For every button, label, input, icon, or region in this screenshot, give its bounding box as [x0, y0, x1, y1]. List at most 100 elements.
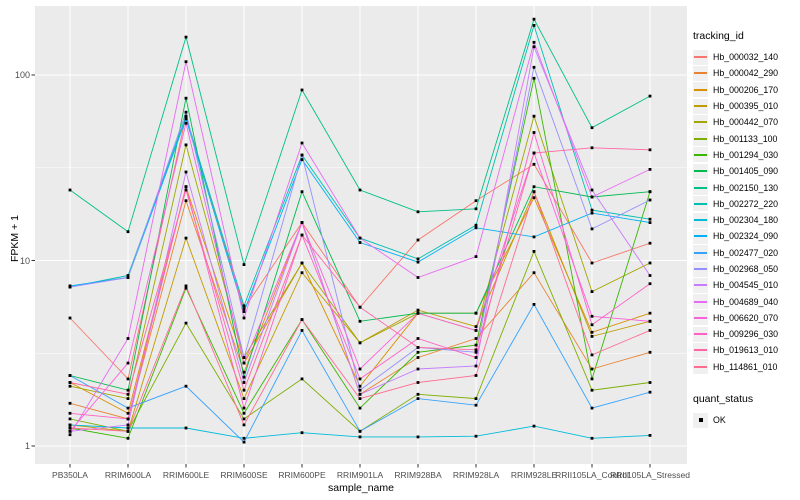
- data-point: [590, 377, 594, 381]
- data-point: [648, 350, 652, 354]
- legend-key-swatch: [693, 412, 708, 428]
- data-point: [474, 325, 478, 328]
- data-point: [474, 356, 478, 359]
- legend-item-Hb_004689_040: Hb_004689_040: [693, 293, 799, 310]
- data-point: [126, 426, 130, 430]
- data-point: [648, 390, 652, 394]
- x-axis-title: sample_name: [328, 482, 394, 494]
- legend-key-line: [694, 300, 707, 303]
- data-point: [184, 199, 188, 203]
- x-tick-label-RRIM928BA: RRIM928BA: [394, 470, 442, 480]
- legend-item-Hb_001133_100: Hb_001133_100: [693, 130, 799, 147]
- data-point: [126, 361, 130, 365]
- data-point: [648, 168, 652, 171]
- y-tick-label: 10: [19, 255, 30, 266]
- data-point: [648, 274, 652, 277]
- data-point: [300, 377, 304, 381]
- data-point: [532, 24, 536, 27]
- data-point: [358, 392, 362, 396]
- legend-item-Hb_000206_170: Hb_000206_170: [693, 82, 799, 98]
- data-point: [68, 411, 72, 415]
- data-point: [358, 305, 362, 309]
- data-point: [242, 436, 246, 440]
- data-point: [126, 337, 130, 340]
- legend-item-Hb_006620_070: Hb_006620_070: [693, 310, 799, 326]
- data-point: [68, 316, 72, 320]
- legend-quant-list: OK: [693, 412, 799, 428]
- data-point: [68, 374, 72, 377]
- data-point: [184, 96, 188, 100]
- legend-title-quant-status: quant_status: [693, 392, 754, 405]
- y-tick-label: 1: [24, 441, 30, 451]
- legend-key-swatch: [693, 245, 708, 261]
- legend-item-label: Hb_000395_010: [713, 101, 779, 112]
- data-point: [126, 406, 130, 410]
- legend-item-label: Hb_002272_220: [713, 198, 779, 209]
- data-point: [416, 356, 420, 359]
- data-point: [532, 131, 536, 134]
- y-axis-title: FPKM + 1: [9, 215, 21, 262]
- data-point: [68, 423, 72, 427]
- legend-key-line: [694, 170, 707, 173]
- data-point: [126, 411, 130, 415]
- data-point: [126, 436, 130, 440]
- data-point: [184, 286, 188, 290]
- legend-key-swatch: [693, 277, 708, 293]
- legend-item-label: Hb_002150_130: [713, 182, 779, 193]
- data-point: [648, 319, 652, 323]
- legend-item-Hb_002304_180: Hb_002304_180: [693, 212, 799, 228]
- data-point: [300, 88, 304, 92]
- legend-item-label: Hb_000042_290: [713, 68, 779, 79]
- data-point: [242, 406, 246, 410]
- data-point: [416, 392, 420, 396]
- legend-item-Hb_000042_290: Hb_000042_290: [693, 65, 799, 81]
- data-point: [590, 406, 594, 410]
- data-point: [648, 221, 652, 224]
- legend-key-line: [694, 316, 707, 319]
- data-point: [474, 337, 478, 340]
- data-point: [242, 411, 246, 415]
- data-point: [242, 307, 246, 311]
- legend-item-Hb_002324_090: Hb_002324_090: [693, 228, 799, 244]
- data-point: [184, 426, 188, 430]
- data-point: [242, 440, 246, 444]
- data-point: [416, 337, 420, 340]
- x-tick-label-RRIM600LA: RRIM600LA: [104, 470, 152, 480]
- data-point: [68, 433, 72, 437]
- data-point: [126, 397, 130, 400]
- legend-key-swatch: [693, 98, 708, 114]
- data-point: [416, 276, 420, 279]
- data-point: [358, 236, 362, 240]
- data-point: [648, 198, 652, 202]
- legend-item-label: Hb_002304_180: [713, 215, 779, 226]
- data-point: [474, 223, 478, 227]
- legend-item-Hb_019613_010: Hb_019613_010: [693, 342, 799, 358]
- data-point: [358, 341, 362, 345]
- data-point: [474, 364, 478, 368]
- x-tick-label-RRII105LA_Control: RRII105LA_Control: [555, 470, 629, 480]
- data-point: [242, 423, 246, 427]
- data-point: [474, 403, 478, 407]
- data-point: [300, 190, 304, 194]
- data-point: [68, 285, 72, 289]
- data-point: [358, 241, 362, 244]
- data-point: [242, 304, 246, 308]
- data-point: [590, 314, 594, 318]
- data-point: [590, 227, 594, 231]
- legend-item-label: Hb_001133_100: [713, 133, 778, 144]
- data-point: [648, 94, 652, 98]
- legend-key-swatch: [693, 294, 708, 310]
- data-point: [126, 392, 130, 396]
- legend-key-line: [694, 349, 707, 352]
- data-point: [242, 370, 246, 374]
- legend-item-label: OK: [713, 415, 726, 426]
- data-point: [532, 17, 536, 21]
- data-point: [242, 417, 246, 421]
- x-tick-label-RRIM928LE: RRIM928LE: [510, 470, 558, 480]
- legend-key-swatch: [693, 196, 708, 212]
- data-point: [416, 257, 420, 261]
- data-point: [590, 353, 594, 357]
- data-point: [184, 35, 188, 39]
- data-point: [300, 271, 304, 275]
